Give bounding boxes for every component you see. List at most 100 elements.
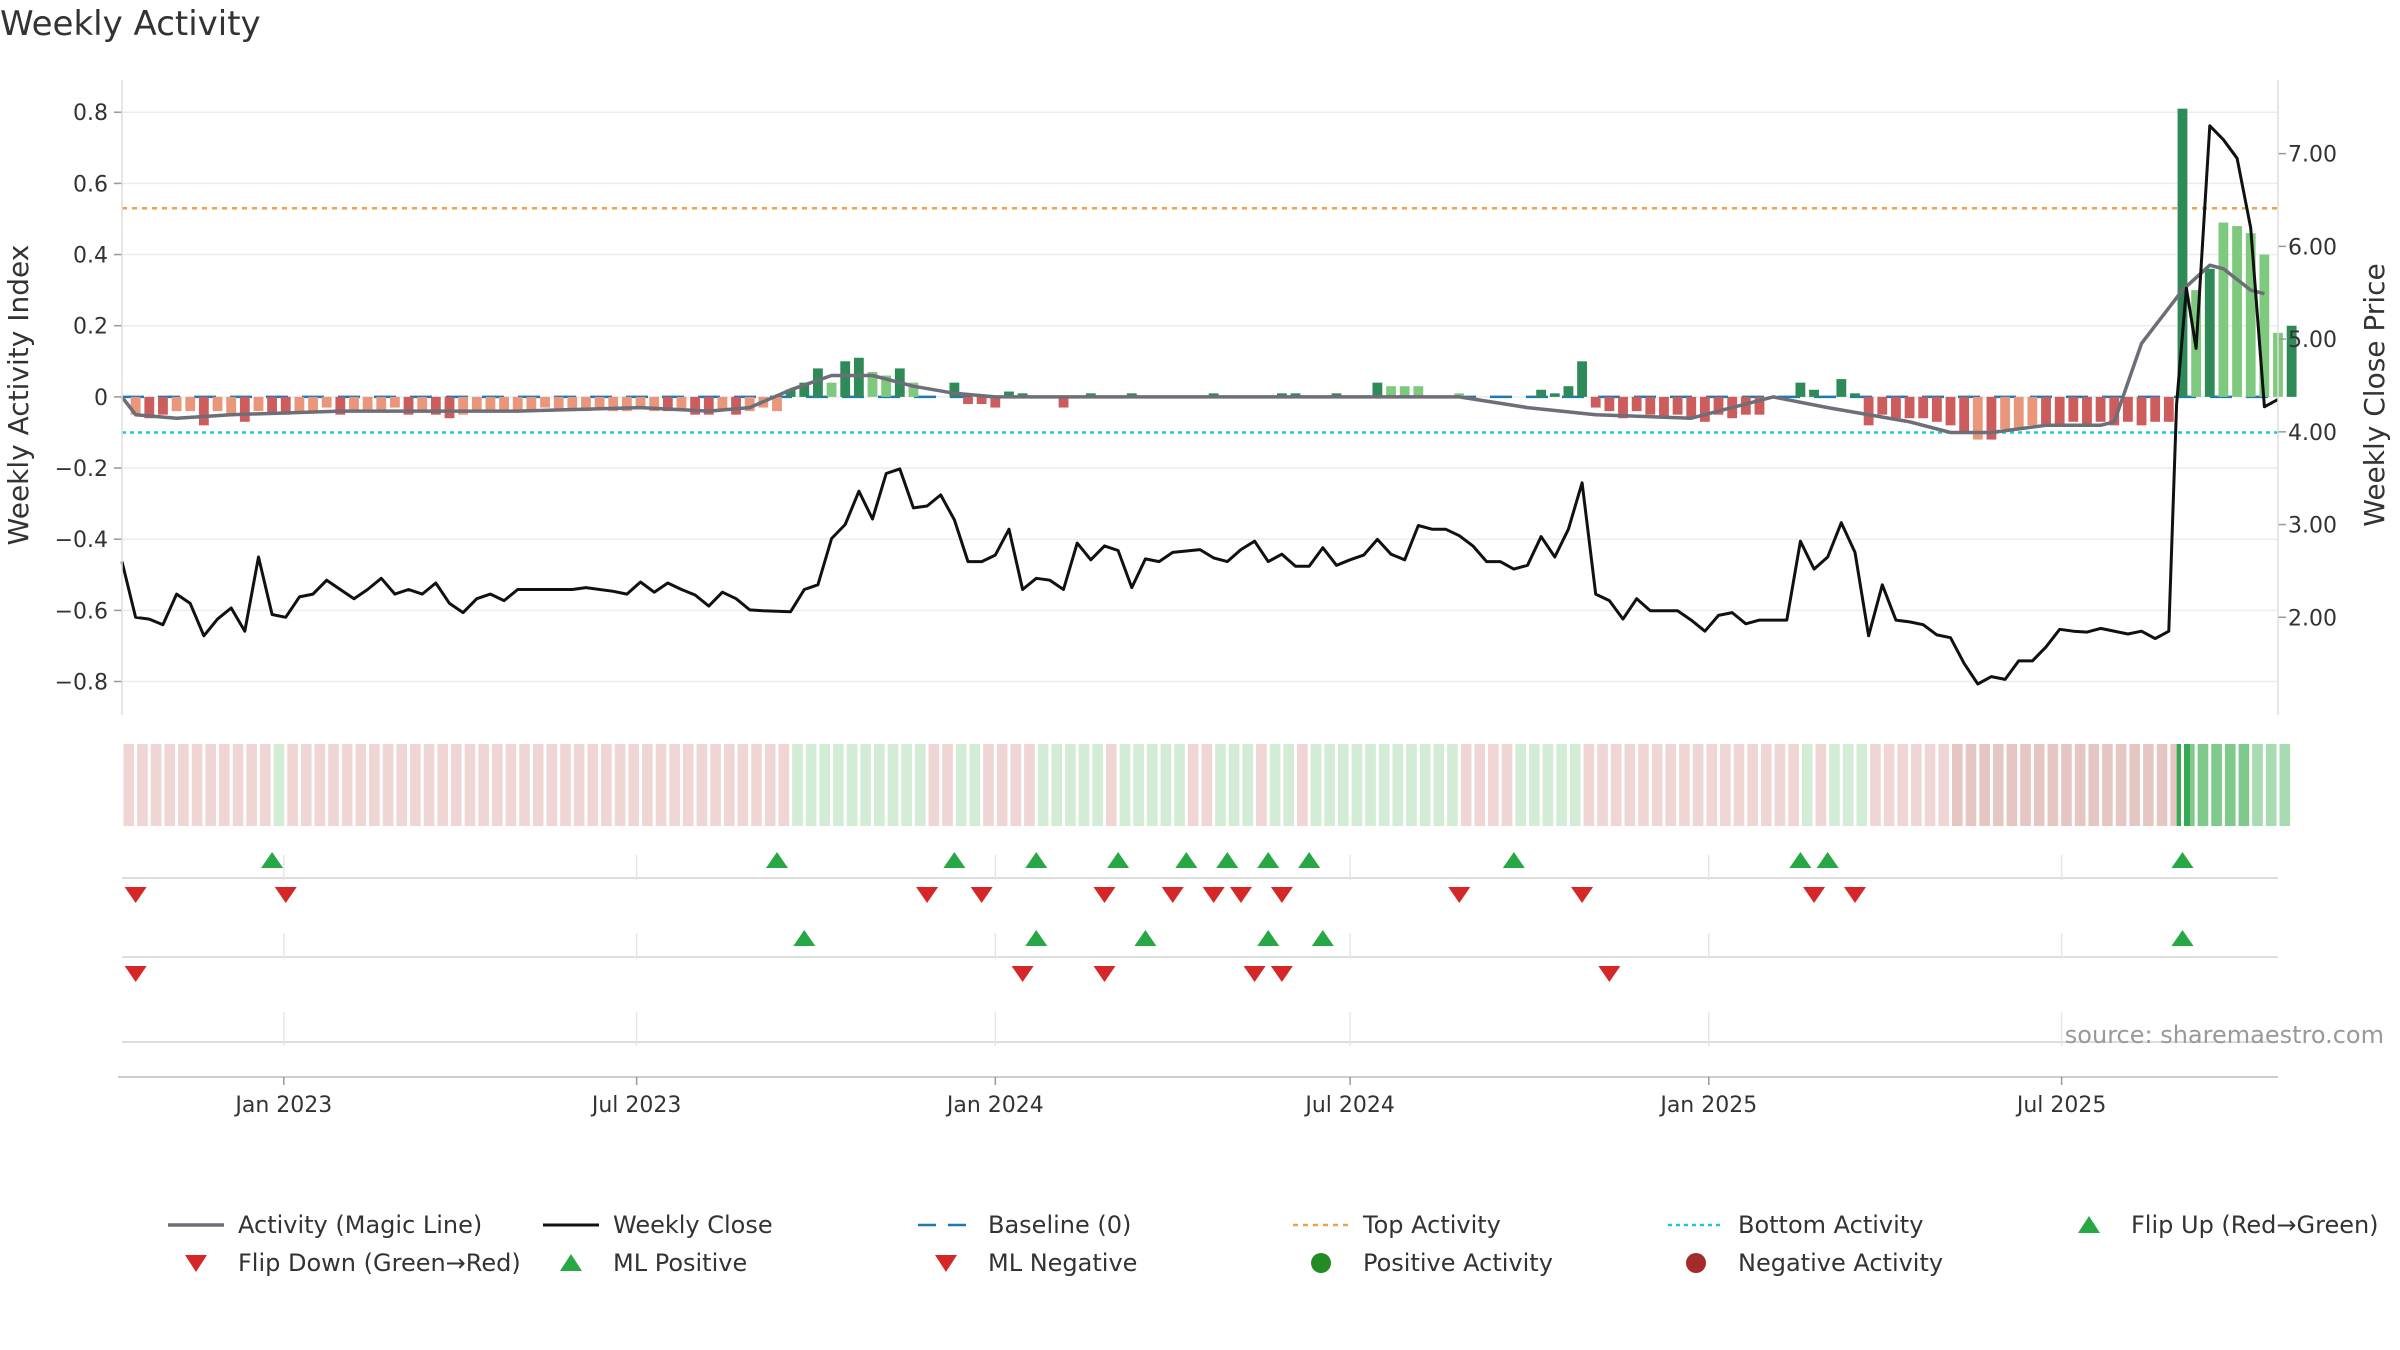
legend-label: Baseline (0)	[988, 1211, 1131, 1239]
activity-bar	[608, 396, 619, 412]
activity-bar	[1276, 393, 1287, 397]
activity-bar	[662, 396, 673, 412]
strip-segment	[1309, 744, 1460, 826]
activity-bar	[1386, 386, 1396, 397]
ml-positive-marker	[793, 930, 816, 946]
flip-up-marker	[1107, 852, 1130, 868]
y-tick-label: 0.2	[73, 315, 108, 340]
activity-bar	[744, 396, 755, 412]
activity-bar	[963, 396, 973, 404]
series-lines	[120, 124, 2279, 686]
activity-bar	[1413, 386, 1424, 397]
activity-bar	[158, 396, 168, 415]
legend-item: Flip Down (Green→Red)	[185, 1249, 521, 1277]
activity-bar	[867, 371, 878, 397]
activity-bar	[1208, 393, 1219, 397]
activity-bar	[1085, 393, 1096, 397]
activity-bar	[389, 396, 400, 408]
legend: Activity (Magic Line) Weekly Close Baselin…	[168, 1211, 2379, 1277]
y2-tick-label: 4.00	[2288, 421, 2337, 446]
flip-down-marker	[1229, 887, 1252, 903]
activity-bar	[294, 396, 305, 412]
activity-bar	[458, 396, 469, 415]
activity-bar	[1645, 396, 1656, 415]
activity-bar	[2013, 396, 2024, 429]
y-axis-label-right: Weekly Close Price	[2358, 263, 2391, 526]
activity-bar	[2122, 396, 2133, 422]
magic-line	[120, 263, 2265, 435]
strip-segment	[122, 744, 273, 826]
activity-bar	[1618, 396, 1628, 419]
legend-label: Positive Activity	[1363, 1249, 1553, 1277]
activity-bar	[1604, 396, 1615, 412]
activity-bar	[1809, 389, 1819, 397]
activity-bar	[717, 396, 728, 412]
activity-bar	[2095, 396, 2106, 422]
ml-negative-marker	[1011, 966, 1034, 982]
activity-bar	[512, 396, 523, 412]
activity-bar	[813, 368, 823, 397]
activity-bar	[1659, 396, 1669, 419]
activity-bar	[2232, 226, 2242, 397]
activity-bar	[2054, 396, 2065, 426]
activity-bar	[799, 382, 810, 397]
flip-up-marker	[765, 852, 788, 868]
activity-bar	[949, 382, 960, 397]
flip-up-marker	[1025, 852, 1048, 868]
x-tick-label: Jan 2024	[945, 1093, 1044, 1118]
activity-bar	[1536, 389, 1547, 397]
activity-bar	[1563, 386, 1574, 397]
activity-bar	[1836, 379, 1847, 397]
activity-bar	[1290, 393, 1301, 397]
x-tick-label: Jul 2025	[2015, 1093, 2107, 1118]
legend-label: Bottom Activity	[1738, 1211, 1923, 1239]
strip-segment	[1513, 744, 1583, 826]
activity-bar	[2245, 233, 2256, 397]
activity-bar	[1918, 396, 1929, 419]
legend-swatch	[2078, 1216, 2100, 1233]
chart-title: Weekly Activity	[0, 4, 261, 44]
strip-segment	[1118, 744, 1187, 826]
activity-bar	[1017, 393, 1028, 397]
legend-swatch	[185, 1255, 207, 1272]
activity-bar	[2041, 396, 2051, 426]
activity-bar	[2068, 396, 2079, 422]
x-tick-label: Jan 2023	[233, 1093, 332, 1118]
flip-down-marker	[1270, 887, 1293, 903]
activity-bar	[376, 396, 387, 412]
activity-bar	[1986, 396, 1997, 440]
activity-bar	[1699, 396, 1710, 422]
activity-bar	[1672, 396, 1683, 415]
y2-tick-label: 5.00	[2288, 328, 2337, 353]
activity-bar	[349, 396, 359, 412]
activity-bar	[130, 396, 141, 415]
legend-item: Positive Activity	[1311, 1249, 1553, 1277]
flip-down-marker	[1571, 887, 1594, 903]
flip-down-marker	[1202, 887, 1225, 903]
activity-bar	[703, 396, 714, 415]
flip-up-marker	[1502, 852, 1525, 868]
flip-down-marker	[274, 887, 297, 903]
strip-segment	[1036, 744, 1105, 826]
y2-tick-label: 2.00	[2288, 606, 2337, 631]
activity-bar	[226, 396, 237, 415]
activity-bar	[1877, 396, 1888, 415]
source-label: source: sharemaestro.com	[2065, 1021, 2384, 1049]
activity-bar	[499, 396, 509, 412]
strip-segment	[1800, 744, 1815, 826]
left-axis: 0.8 0.6 0.4 0.2 0 −0.2 −0.4 −0.6 −0.8	[55, 80, 123, 715]
activity-bar	[185, 396, 196, 412]
activity-bar	[212, 396, 223, 412]
legend-item: Flip Up (Red→Green)	[2078, 1211, 2379, 1239]
flip-up-marker	[2171, 852, 2194, 868]
activity-bar	[649, 396, 660, 412]
activity-bar	[2109, 396, 2120, 426]
activity-bar	[1590, 396, 1601, 408]
activity-bar	[690, 396, 701, 415]
strip-segment	[272, 744, 286, 826]
flip-up-marker	[1789, 852, 1812, 868]
activity-bar	[1891, 396, 1901, 419]
activity-bar	[1058, 396, 1069, 408]
activity-bar	[1372, 382, 1383, 397]
flip-down-marker	[124, 887, 147, 903]
